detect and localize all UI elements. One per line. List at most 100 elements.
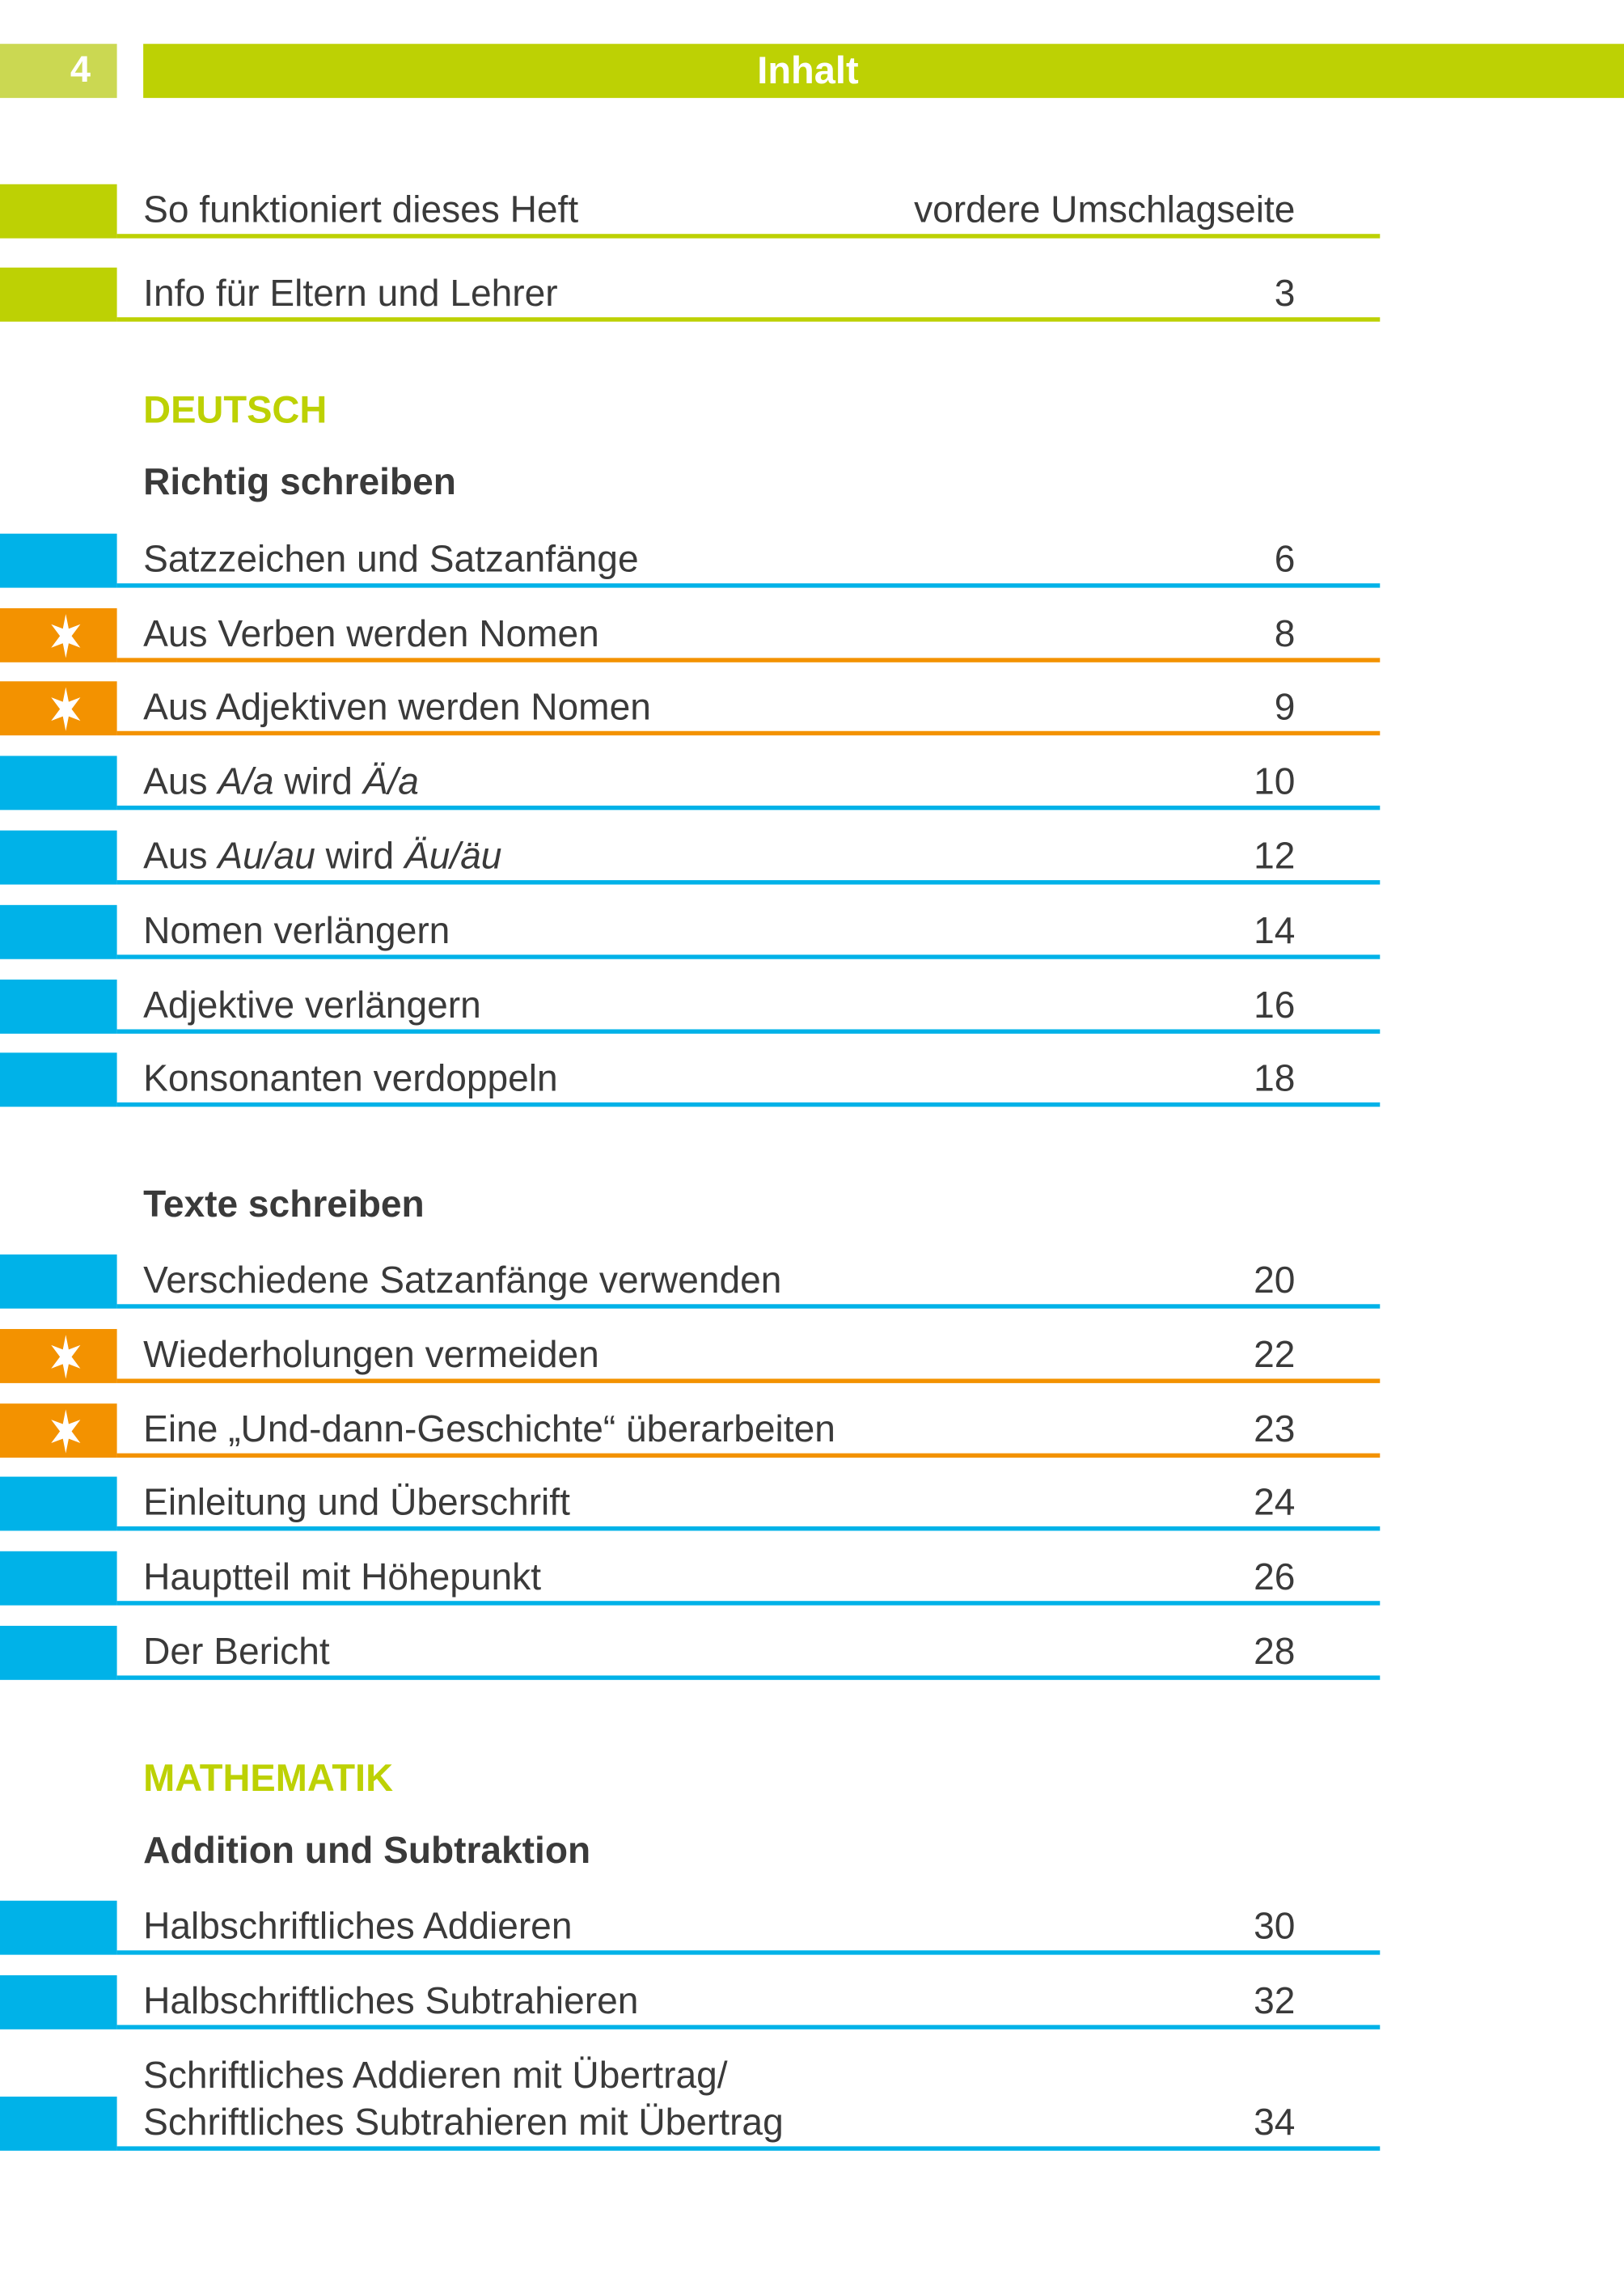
toc-entry[interactable]: Einleitung und Überschrift 24 (0, 1476, 1381, 1531)
toc-entry[interactable]: So funktioniert dieses Heft vordere Umsch… (0, 184, 1381, 239)
title-part: Adjektive verlängern (143, 985, 481, 1026)
divider-line (116, 1453, 1381, 1458)
toc-entry-page: 34 (1254, 2102, 1296, 2144)
toc-entry-title: Schriftliches Subtrahieren mit Übertrag (143, 2101, 784, 2144)
toc-entry-page: 8 (1274, 614, 1296, 655)
toc-entry[interactable]: Verschiedene Satzanfänge verwenden 20 (0, 1254, 1381, 1309)
toc-entry-title: Eine „Und-dann-Geschichte“ überarbeiten (143, 1408, 835, 1452)
divider-line (116, 2146, 1381, 2151)
divider-line (116, 1304, 1381, 1309)
color-marker (0, 1329, 117, 1383)
title-part: Halbschriftliches Subtrahieren (143, 1981, 639, 2022)
title-part: Schriftliches Subtrahieren mit Übertrag (143, 2102, 784, 2144)
title-part: Wiederholungen vermeiden (143, 1335, 599, 1376)
toc-entry[interactable]: Aus Verben werden Nomen 8 (0, 607, 1381, 662)
toc-entry-page: 16 (1254, 985, 1296, 1026)
toc-entry-title: Verschiedene Satzanfänge verwenden (143, 1259, 781, 1302)
toc-entry[interactable]: Wiederholungen vermeiden 22 (0, 1329, 1381, 1383)
toc-entry-title: Aus A/a wird Ä/a (143, 760, 419, 804)
toc-entry-page: 6 (1274, 539, 1296, 581)
toc-entry-title: Wiederholungen vermeiden (143, 1333, 599, 1377)
toc-entry[interactable]: Nomen verlängern 14 (0, 904, 1381, 959)
title-part: Hauptteil mit Höhepunkt (143, 1556, 542, 1598)
divider-line (116, 1102, 1381, 1107)
divider-line (116, 1601, 1381, 1606)
title-part: Nomen verlängern (143, 911, 450, 952)
toc-entry[interactable]: Hauptteil mit Höhepunkt 26 (0, 1551, 1381, 1606)
toc-entry-title: Der Bericht (143, 1630, 330, 1674)
toc-entry-title: Adjektive verlängern (143, 984, 481, 1027)
color-marker (0, 755, 117, 811)
toc-entry[interactable]: Aus Au/au wird Äu/äu 12 (0, 830, 1381, 885)
toc-entry[interactable]: Aus Adjektiven werden Nomen 9 (0, 681, 1381, 736)
divider-line (116, 954, 1381, 959)
title-part: Au/au (218, 836, 315, 878)
toc-entry[interactable]: Schriftliches Addieren mit Übertrag/Schr… (0, 2055, 1381, 2151)
title-part: Aus Verben werden Nomen (143, 614, 599, 655)
toc-entry-page: 14 (1254, 911, 1296, 952)
divider-line (116, 1526, 1381, 1531)
title-part: Satzzeichen und Satzanfänge (143, 539, 639, 581)
title-part: Einleitung und Überschrift (143, 1482, 570, 1524)
section-heading: Richtig schreiben (143, 462, 456, 503)
color-marker (0, 1254, 117, 1309)
toc-entry[interactable]: Satzzeichen und Satzanfänge 6 (0, 533, 1381, 588)
title-part: Äu/äu (404, 836, 502, 878)
toc-entry[interactable]: Eine „Und-dann-Geschichte“ überarbeiten 2… (0, 1403, 1381, 1458)
divider-line (116, 1378, 1381, 1383)
color-marker (0, 1403, 117, 1458)
subject-heading: MATHEMATIK (143, 1755, 394, 1801)
title-part: A/a (218, 761, 274, 803)
toc-entry-page: 32 (1254, 1981, 1296, 2022)
divider-line (116, 583, 1381, 588)
page-number: 4 (0, 44, 117, 99)
toc-entry-title: Halbschriftliches Subtrahieren (143, 1979, 638, 2023)
title-part: Der Bericht (143, 1632, 330, 1673)
toc-entry[interactable]: Aus A/a wird Ä/a 10 (0, 755, 1381, 811)
color-marker (0, 1476, 117, 1531)
title-part: Ä/a (362, 761, 419, 803)
toc-entry[interactable]: Konsonanten verdoppeln 18 (0, 1052, 1381, 1107)
page-title: Inhalt (143, 44, 1624, 99)
toc-entry-page: 24 (1254, 1482, 1296, 1524)
toc-entry-page: 3 (1274, 273, 1296, 315)
title-part: Info für Eltern und Lehrer (143, 273, 558, 315)
subject-heading: DEUTSCH (143, 387, 328, 432)
toc-entry[interactable]: Info für Eltern und Lehrer 3 (0, 267, 1381, 322)
color-marker (0, 1900, 117, 1955)
toc-entry[interactable]: Halbschriftliches Addieren 30 (0, 1900, 1381, 1955)
color-marker (0, 980, 117, 1034)
toc-entry-page: 10 (1254, 761, 1296, 803)
title-part: wird (273, 761, 363, 803)
color-marker (0, 607, 117, 662)
toc-entry-title: Konsonanten verdoppeln (143, 1057, 558, 1101)
title-part: Halbschriftliches Addieren (143, 1906, 573, 1948)
color-marker (0, 830, 117, 885)
toc-entry[interactable]: Halbschriftliches Subtrahieren 32 (0, 1974, 1381, 2029)
toc-entry-page: 18 (1254, 1058, 1296, 1100)
title-part: Eine „Und-dann-Geschichte“ überarbeiten (143, 1409, 835, 1451)
title-part: Aus Adjektiven werden Nomen (143, 687, 651, 729)
color-marker (0, 1625, 117, 1680)
toc-entry-title: Aus Adjektiven werden Nomen (143, 686, 651, 730)
title-part: Konsonanten verdoppeln (143, 1058, 558, 1100)
color-marker (0, 904, 117, 959)
section-heading: Addition und Subtraktion (143, 1830, 591, 1872)
star-icon (44, 1409, 87, 1454)
color-marker (0, 1974, 117, 2029)
color-marker (0, 267, 117, 322)
divider-line (116, 880, 1381, 885)
divider-line (116, 1950, 1381, 1955)
color-marker (0, 681, 117, 736)
toc-entry-page: 9 (1274, 687, 1296, 729)
divider-line (116, 1029, 1381, 1034)
toc-entry[interactable]: Adjektive verlängern 16 (0, 980, 1381, 1034)
title-part: So funktioniert dieses Heft (143, 189, 579, 231)
toc-entry-page: vordere Umschlagseite (914, 189, 1296, 231)
toc-entry-title: Hauptteil mit Höhepunkt (143, 1555, 541, 1599)
toc-entry-title: Aus Au/au wird Äu/äu (143, 835, 501, 878)
toc-entry-page: 20 (1254, 1260, 1296, 1301)
color-marker (0, 1052, 117, 1107)
toc-entry[interactable]: Der Bericht 28 (0, 1625, 1381, 1680)
